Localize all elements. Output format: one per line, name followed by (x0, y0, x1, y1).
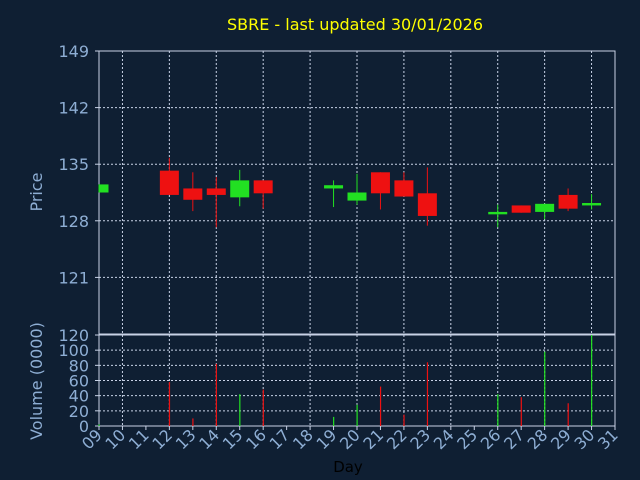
candle-body (206, 188, 226, 195)
volume-tick-label: 100 (58, 341, 89, 360)
candle-body (558, 194, 578, 209)
volume-bar (262, 389, 264, 426)
volume-bar (239, 394, 241, 426)
candle (511, 205, 531, 213)
volume-bar (98, 424, 100, 426)
volume-bar (215, 363, 217, 426)
x-tick-label: 31 (594, 425, 622, 453)
price-candles (98, 157, 602, 228)
chart-title: SBRE - last updated 30/01/2026 (227, 15, 483, 34)
candle-body (324, 185, 344, 189)
price-tick-label: 142 (58, 99, 89, 118)
volume-bar (497, 394, 499, 426)
candle (582, 194, 602, 210)
volume-bar (403, 414, 405, 426)
volume-tick-label: 40 (69, 387, 89, 406)
candle-body (370, 172, 390, 194)
x-tick-labels: 0910111213141516171819202122232425262728… (78, 425, 622, 453)
volume-bar (567, 403, 569, 426)
candle (98, 184, 109, 193)
volume-bars (98, 335, 593, 426)
candle-body (253, 180, 273, 194)
candle-body (99, 184, 109, 193)
volume-bar (426, 362, 429, 426)
candle (417, 167, 437, 226)
price-tick-label: 135 (58, 155, 89, 174)
candle-body (394, 180, 414, 197)
candle-body (159, 170, 179, 195)
candle (324, 180, 344, 208)
candle (558, 188, 578, 212)
volume-tick-label: 60 (69, 372, 89, 391)
volume-bar (333, 416, 335, 426)
candle (535, 203, 555, 220)
candle (394, 172, 414, 197)
volume-bar (544, 351, 546, 426)
candle-body (582, 203, 602, 206)
volume-bar (192, 418, 194, 426)
volume-tick-label: 120 (58, 326, 89, 345)
candle-body (511, 205, 531, 213)
price-tick-label: 149 (58, 42, 89, 61)
candle (488, 204, 508, 228)
candle-body (183, 188, 203, 200)
candle (159, 157, 179, 195)
volume-bar (379, 386, 382, 426)
price-tick-label: 128 (58, 212, 89, 231)
price-tick-label: 121 (58, 268, 89, 287)
candle-body (230, 180, 250, 198)
volume-bar (520, 397, 522, 426)
volume-bar (591, 335, 593, 426)
price-axis-label: Price (27, 172, 46, 211)
candle (370, 172, 390, 210)
volume-tick-label: 0 (79, 417, 89, 436)
volume-bar (356, 404, 358, 426)
candle-body (488, 211, 508, 215)
volume-tick-label: 20 (69, 402, 89, 421)
volume-tick-label: 80 (69, 356, 89, 375)
candle-body (347, 192, 367, 201)
volume-bar (168, 382, 171, 426)
candle (230, 169, 250, 207)
candle (183, 172, 203, 212)
price-y-ticks: 149 142 135 128 121 (58, 42, 89, 287)
candle (253, 180, 273, 209)
volume-grid (95, 334, 616, 427)
x-axis-label: Day (333, 458, 363, 476)
candle (206, 177, 226, 228)
candle-body (535, 203, 555, 212)
volume-axis-label: Volume (0000) (27, 322, 46, 440)
candle (347, 173, 367, 205)
candle-body (417, 193, 437, 216)
